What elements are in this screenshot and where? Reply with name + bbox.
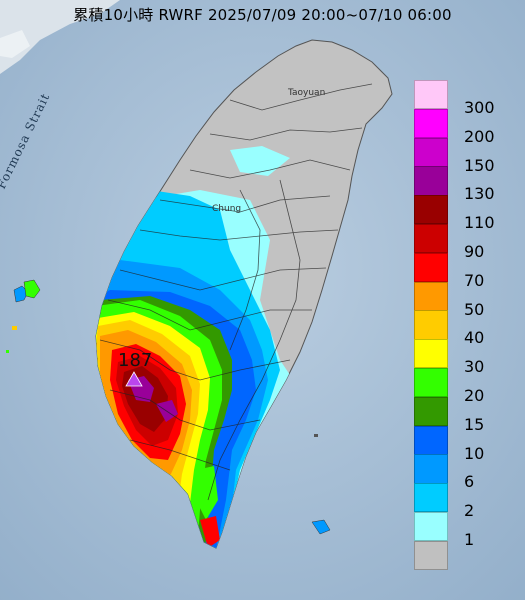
city-label-central: Chung <box>212 204 242 214</box>
legend-label: 30 <box>464 357 485 377</box>
legend-swatch <box>414 195 448 225</box>
legend-label: 6 <box>464 472 475 492</box>
legend-label: 150 <box>464 155 495 175</box>
legend-label: 2 <box>464 501 475 521</box>
legend-swatch <box>414 80 448 110</box>
penghu-islet <box>12 326 17 330</box>
legend-swatch <box>414 425 448 455</box>
legend-swatch <box>414 396 448 427</box>
rainfall-legend: 300 200 150 130 110 90 70 50 40 30 20 15 10 6 2 1 <box>414 80 519 571</box>
city-label-north: Taoyuan <box>288 88 326 98</box>
legend-label: 110 <box>464 213 495 233</box>
green-island <box>311 519 331 535</box>
legend-label: 20 <box>464 386 485 405</box>
legend-swatch <box>414 310 448 340</box>
legend-swatch <box>414 368 448 398</box>
legend-swatch <box>414 137 448 167</box>
legend-label: 300 <box>464 98 495 117</box>
map-title: 累積10小時 RWRF 2025/07/09 20:00~07/10 06:00 <box>73 6 452 24</box>
legend-swatch <box>414 166 448 196</box>
legend-swatch <box>414 454 448 484</box>
legend-label: 10 <box>464 443 485 463</box>
max-rainfall-value: 187 <box>118 350 153 371</box>
legend-label: 50 <box>464 299 485 319</box>
legend-swatch <box>414 540 448 571</box>
legend-label: 15 <box>464 414 485 434</box>
legend-swatch <box>414 224 448 254</box>
cloud-patch <box>0 30 30 58</box>
county-boundaries <box>99 83 373 501</box>
legend-label: 1 <box>464 530 475 549</box>
max-rainfall-marker <box>125 371 143 387</box>
legend-label: 90 <box>464 242 485 261</box>
lanyu-islet <box>314 434 318 437</box>
legend-label: 40 <box>464 328 485 348</box>
legend-swatch <box>414 252 448 283</box>
legend-label: 200 <box>464 126 495 146</box>
legend-swatch <box>414 512 448 542</box>
legend-swatch <box>414 483 448 513</box>
penghu-island-2 <box>23 279 41 299</box>
mainland-coast <box>0 0 120 74</box>
legend-swatch <box>414 339 448 369</box>
legend-label: 70 <box>464 270 485 290</box>
legend-swatch <box>414 281 448 311</box>
legend-label: 130 <box>464 184 495 204</box>
legend-swatch <box>414 108 448 139</box>
penghu-islet-2 <box>6 350 9 353</box>
